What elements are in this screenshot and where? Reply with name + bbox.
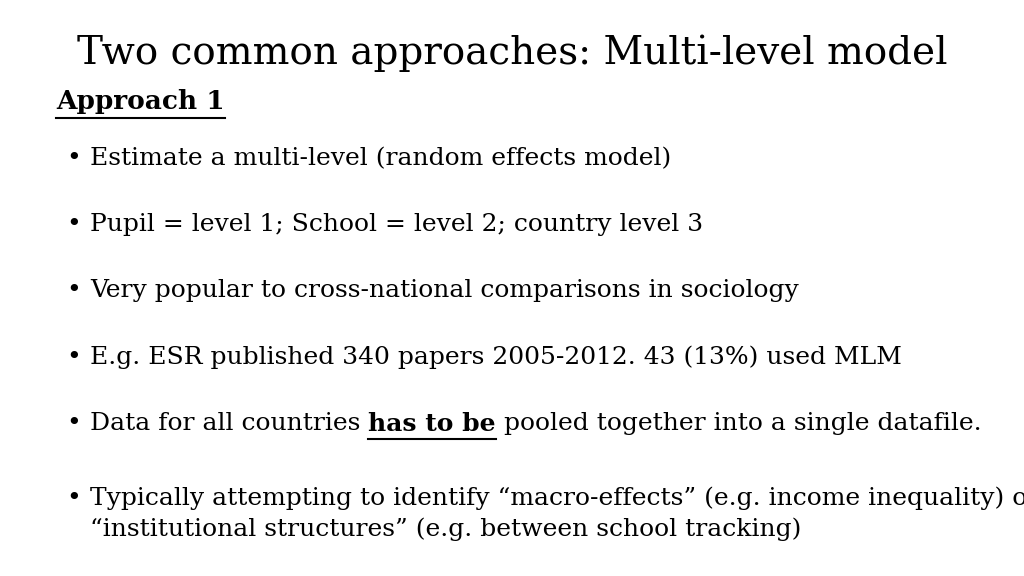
Text: Typically attempting to identify “macro-effects” (e.g. income inequality) or of
: Typically attempting to identify “macro-… [90,487,1024,541]
Text: •: • [67,147,81,170]
Text: Data for all countries: Data for all countries [90,412,369,435]
Text: •: • [67,346,81,369]
Text: Estimate a multi-level (random effects model): Estimate a multi-level (random effects m… [90,147,672,170]
Text: Approach 1: Approach 1 [56,89,225,114]
Text: Very popular to cross-national comparisons in sociology: Very popular to cross-national compariso… [90,279,799,302]
Text: has to be: has to be [369,412,496,436]
Text: pooled together into a single datafile.: pooled together into a single datafile. [496,412,982,435]
Text: E.g. ESR published 340 papers 2005-2012. 43 (13%) used MLM: E.g. ESR published 340 papers 2005-2012.… [90,346,902,369]
Text: Two common approaches: Multi-level model: Two common approaches: Multi-level model [77,35,947,72]
Text: •: • [67,412,81,435]
Text: •: • [67,487,81,510]
Text: Pupil = level 1; School = level 2; country level 3: Pupil = level 1; School = level 2; count… [90,213,703,236]
Text: •: • [67,279,81,302]
Text: •: • [67,213,81,236]
